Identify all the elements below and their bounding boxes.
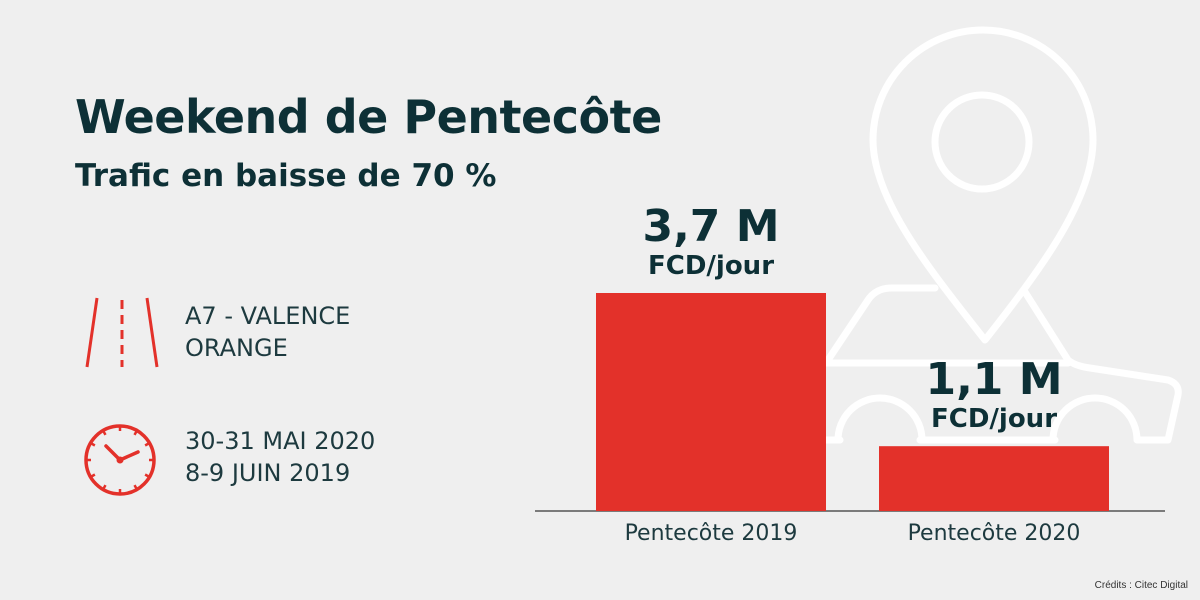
credits: Crédits : Citec Digital <box>1094 580 1188 591</box>
date-line: 30-31 MAI 2020 <box>185 427 376 455</box>
bar-0 <box>596 293 826 511</box>
page-subtitle: Trafic en baisse de 70 % <box>75 158 497 194</box>
data-label-unit: FCD/jour <box>930 404 1058 435</box>
location-line: ORANGE <box>185 334 288 362</box>
dates-text: 30-31 MAI 2020 8-9 JUIN 2019 <box>185 425 375 489</box>
location-line: A7 - VALENCE <box>185 302 351 330</box>
map-pin-hole <box>931 91 1033 193</box>
data-label-value: 1,1 M <box>925 354 1063 406</box>
data-label-unit: FCD/jour <box>647 251 775 281</box>
category-label: Pentecôte 2019 <box>624 521 798 546</box>
data-label: 3,7 M FCD/jour <box>581 201 841 282</box>
location-text: A7 - VALENCE ORANGE <box>185 300 350 364</box>
category-label: Pentecôte 2020 <box>907 521 1081 546</box>
clock-icon <box>84 424 156 496</box>
data-label-value: 3,7 M <box>642 201 780 252</box>
car-outline-icon <box>822 284 1182 444</box>
date-line: 8-9 JUIN 2019 <box>185 459 351 487</box>
map-pin-icon <box>869 26 1097 344</box>
data-label: 1,1 M FCD/jour <box>864 354 1124 435</box>
bar-1 <box>879 446 1109 511</box>
road-icon <box>85 297 159 368</box>
page-title: Weekend de Pentecôte <box>75 90 662 144</box>
